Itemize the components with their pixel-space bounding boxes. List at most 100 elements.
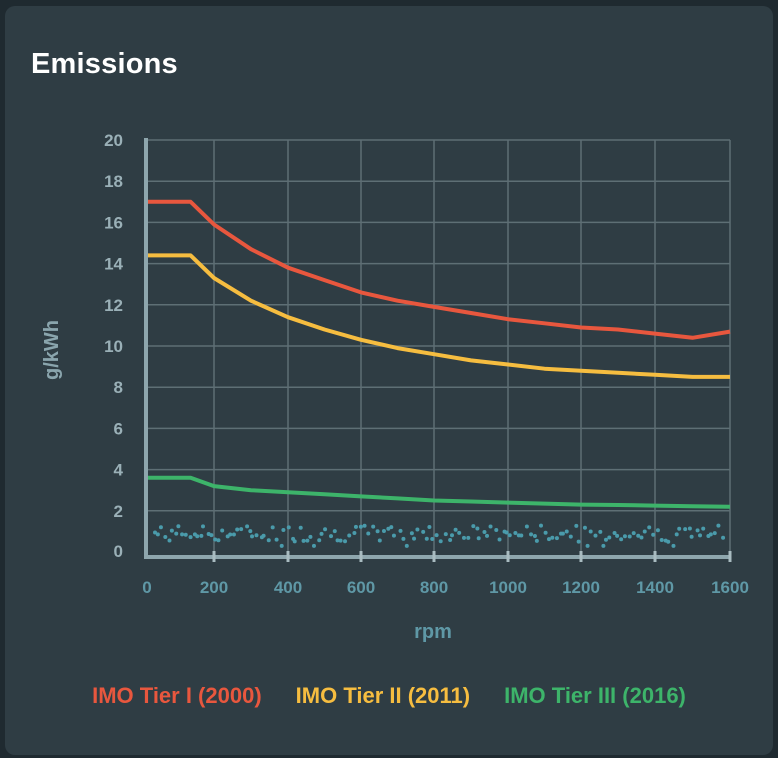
scatter-point	[228, 532, 233, 537]
scatter-point	[323, 527, 328, 532]
scatter-point	[305, 538, 310, 543]
scatter-point	[158, 525, 163, 530]
scatter-point	[651, 532, 656, 537]
scatter-point	[585, 543, 590, 548]
scatter-point	[250, 534, 255, 539]
scatter-point	[195, 534, 200, 539]
scatter-point	[174, 531, 179, 536]
scatter-point	[398, 528, 403, 533]
scatter-point	[358, 524, 363, 529]
x-tick-label: 600	[347, 578, 375, 597]
scatter-point	[286, 525, 291, 530]
legend-item-tier1[interactable]: IMO Tier I (2000)	[92, 683, 262, 708]
scatter-point	[153, 530, 158, 535]
scatter-point	[298, 525, 303, 530]
scatter-point	[213, 537, 218, 542]
scatter-point	[712, 531, 717, 536]
scatter-point	[529, 532, 534, 537]
x-tick-label: 200	[200, 578, 228, 597]
scatter-point	[560, 531, 565, 536]
scatter-point	[366, 531, 371, 536]
scatter-point	[513, 531, 518, 536]
scatter-point	[281, 528, 286, 533]
scatter-point	[504, 530, 509, 535]
scatter-point	[538, 523, 543, 528]
scatter-point	[391, 533, 396, 538]
scatter-point	[708, 532, 713, 537]
scatter-point	[386, 526, 391, 531]
emissions-card	[5, 6, 773, 755]
scatter-point	[245, 524, 250, 529]
series-line-tier3	[147, 475, 731, 509]
scatter-point	[404, 543, 409, 548]
scatter-point	[701, 526, 706, 531]
scatter-point	[409, 531, 414, 536]
scatter-point	[180, 532, 185, 537]
scatter-point	[639, 535, 644, 540]
scatter-point	[683, 527, 688, 532]
scatter-point	[543, 530, 548, 535]
x-tick-labels: 0 200 400 600 800 1000 1200 1400 1600	[142, 578, 749, 597]
scatter-point	[457, 530, 462, 535]
y-tick-label: 4	[114, 461, 124, 480]
scatter-point	[466, 535, 471, 540]
x-tick-label: 1200	[562, 578, 600, 597]
scatter-point	[687, 526, 692, 531]
y-tick-label: 18	[104, 172, 123, 191]
scatter-point	[434, 533, 439, 538]
y-tick-label: 8	[114, 378, 123, 397]
scatter-point	[453, 527, 458, 532]
legend-item-tier3[interactable]: IMO Tier III (2016)	[504, 683, 686, 708]
scatter-point	[347, 533, 352, 538]
scatter-point	[721, 535, 726, 540]
scatter-point	[427, 524, 432, 529]
scatter-point	[430, 537, 435, 542]
scatter-point	[666, 539, 671, 544]
scatter-point	[254, 533, 259, 538]
scatter-point	[485, 533, 490, 538]
series-lines	[147, 199, 731, 509]
scatter-point	[412, 536, 417, 541]
legend-item-tier2[interactable]: IMO Tier II (2011)	[295, 683, 471, 708]
scatter-point	[199, 533, 204, 538]
scatter-point	[389, 525, 394, 530]
scatter-point	[274, 537, 279, 542]
y-axis-label: g/kWh	[41, 320, 63, 380]
x-tick-label: 0	[142, 578, 151, 597]
legend: IMO Tier I (2000) IMO Tier II (2011) IMO…	[0, 683, 778, 709]
scatter-point	[201, 524, 206, 529]
y-tick-label: 16	[104, 213, 123, 232]
scatter-point	[335, 538, 340, 543]
y-tick-label: 0	[114, 542, 123, 561]
scatter-point	[266, 538, 271, 543]
scatter-point	[568, 534, 573, 539]
scatter-point	[235, 527, 240, 532]
y-tick-label: 10	[104, 337, 123, 356]
y-tick-label: 20	[104, 131, 123, 150]
scatter-point	[698, 533, 703, 538]
scatter-point	[352, 530, 357, 535]
scatter-point	[301, 538, 306, 543]
scatter-point	[588, 529, 593, 534]
scatter-point	[564, 529, 569, 534]
scatter-point	[381, 528, 386, 533]
scatter-point	[475, 526, 480, 531]
scatter-point	[695, 528, 700, 533]
scatter-point	[497, 537, 502, 542]
scatter-point	[362, 523, 367, 528]
scatter-point	[534, 538, 539, 543]
scatter-point	[261, 533, 266, 538]
scatter-point	[176, 524, 181, 529]
scatter-point	[671, 543, 676, 548]
scatter-point	[582, 525, 587, 530]
scatter-point	[415, 527, 420, 532]
scatter-point	[636, 533, 641, 538]
scatter-point	[619, 537, 624, 542]
scatter-point	[270, 525, 275, 530]
scatter-point	[612, 530, 617, 535]
scatter-point	[647, 525, 652, 530]
scatter-point	[488, 524, 493, 529]
scatter-point	[353, 524, 358, 529]
scatter-point	[450, 533, 455, 538]
scatter-point	[155, 532, 160, 537]
